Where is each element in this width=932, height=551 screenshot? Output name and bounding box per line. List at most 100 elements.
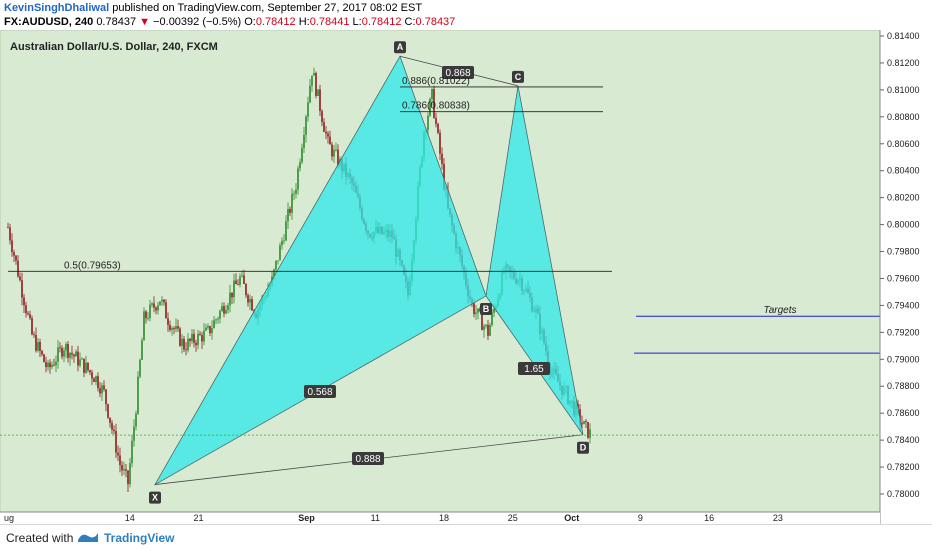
candle-body xyxy=(199,334,201,336)
tradingview-logo-icon[interactable] xyxy=(76,530,100,544)
candle-body xyxy=(55,361,57,366)
candle-body xyxy=(587,421,589,438)
open-label: O: xyxy=(244,16,256,28)
candle-body xyxy=(437,123,439,133)
change-value: −0.00392 (−0.5%) xyxy=(153,16,242,28)
candle-body xyxy=(435,117,437,124)
candle-body xyxy=(207,326,209,328)
candle-body xyxy=(107,404,109,418)
candle-body xyxy=(9,227,11,241)
candle-body xyxy=(197,334,199,346)
candle-body xyxy=(183,338,185,350)
candle-body xyxy=(159,301,161,306)
fib-label: 0.5(0.79653) xyxy=(64,260,121,271)
point-label: C xyxy=(515,72,522,82)
candle-body xyxy=(245,283,247,296)
candle-body xyxy=(17,260,19,277)
price-tick-label: 0.79800 xyxy=(887,247,920,257)
tradingview-brand[interactable]: TradingView xyxy=(104,531,175,545)
candle-body xyxy=(279,245,281,261)
candle-body xyxy=(301,147,303,163)
time-tick-label: 9 xyxy=(638,513,643,523)
candle-body xyxy=(293,193,295,195)
price-tick-label: 0.80200 xyxy=(887,193,920,203)
point-badge xyxy=(394,41,406,54)
publish-line: KevinSinghDhaliwal published on TradingV… xyxy=(4,2,422,14)
price-tick-label: 0.79000 xyxy=(887,354,920,364)
candle-body xyxy=(281,240,283,246)
candle-body xyxy=(221,306,223,312)
candle-body xyxy=(277,260,279,262)
candle-body xyxy=(243,275,245,284)
candle-body xyxy=(483,326,485,331)
price-tick-label: 0.80600 xyxy=(887,139,920,149)
candle-body xyxy=(295,189,297,194)
point-label: B xyxy=(483,304,490,314)
candle-body xyxy=(53,364,55,366)
candle-body xyxy=(189,338,191,342)
price-tick-label: 0.78600 xyxy=(887,408,920,418)
ratio-badge xyxy=(518,362,550,375)
candle-body xyxy=(45,362,47,368)
candle-body xyxy=(37,341,39,351)
candle-body xyxy=(331,144,333,157)
candle-body xyxy=(589,429,591,438)
time-axis[interactable]: ug 14 21 Sep 11 18 25 Oct 9 16 23 xyxy=(0,511,880,524)
candle-body xyxy=(97,376,99,389)
candle-body xyxy=(179,328,181,346)
candle-body xyxy=(99,388,101,394)
candle-body xyxy=(231,292,233,298)
time-tick-label: Oct xyxy=(564,513,579,523)
candle-body xyxy=(7,227,9,229)
price-tick-label: 0.78000 xyxy=(887,489,920,499)
candle-body xyxy=(49,362,51,368)
candle-body xyxy=(247,295,249,303)
created-with-label: Created with xyxy=(6,531,74,545)
candle-body xyxy=(167,318,169,325)
candle-body xyxy=(23,297,25,306)
candle-body xyxy=(61,347,63,357)
candle-body xyxy=(93,378,95,383)
candle-body xyxy=(161,299,163,302)
published-text: published on TradingView.com, September … xyxy=(112,2,423,14)
candle-body xyxy=(193,333,195,343)
candle-body xyxy=(485,324,487,327)
price-axis[interactable]: 0.81400 0.81200 0.81000 0.80800 0.80600 0.804… xyxy=(879,30,932,524)
harmonic-pattern: X A B C D 0.868 0.568 0.888 1.65 xyxy=(149,41,589,504)
author-link[interactable]: KevinSinghDhaliwal xyxy=(4,2,110,14)
candle-body xyxy=(581,423,583,425)
candle-body xyxy=(477,308,479,313)
candle-body xyxy=(143,311,145,341)
candle-body xyxy=(169,324,171,330)
candle-body xyxy=(327,133,329,137)
candle-body xyxy=(429,98,431,116)
candle-body xyxy=(303,134,305,148)
time-axis-panel xyxy=(0,512,880,524)
candle-body xyxy=(235,280,237,285)
candle-body xyxy=(191,333,193,342)
candle-body xyxy=(427,115,429,130)
chart-header: KevinSinghDhaliwal published on TradingV… xyxy=(0,0,932,30)
candle-body xyxy=(149,304,151,319)
price-tick-label: 0.81200 xyxy=(887,58,920,68)
candle-body xyxy=(87,362,89,371)
candle-body xyxy=(51,364,53,368)
time-tick-label: Sep xyxy=(298,513,315,523)
candle-body xyxy=(123,469,125,471)
candle-body xyxy=(475,312,477,315)
candle-body xyxy=(145,311,147,319)
ratio-badge xyxy=(304,385,336,398)
candle-body xyxy=(35,335,37,351)
candle-body xyxy=(433,88,435,118)
symbol-label: FX:AUDUSD, 240 xyxy=(4,16,94,28)
candle-body xyxy=(309,85,311,103)
ratio-badge xyxy=(442,66,474,79)
price-tick-label: 0.80000 xyxy=(887,220,920,230)
candle-body xyxy=(41,350,43,355)
close-label: C: xyxy=(404,16,416,28)
footer: Created with TradingView xyxy=(0,524,932,551)
high-value: 0.78441 xyxy=(309,16,350,28)
candle-body xyxy=(241,275,243,277)
price-chart[interactable]: Australian Dollar/U.S. Dollar, 240, FXCM… xyxy=(0,30,932,524)
candle-body xyxy=(147,318,149,319)
